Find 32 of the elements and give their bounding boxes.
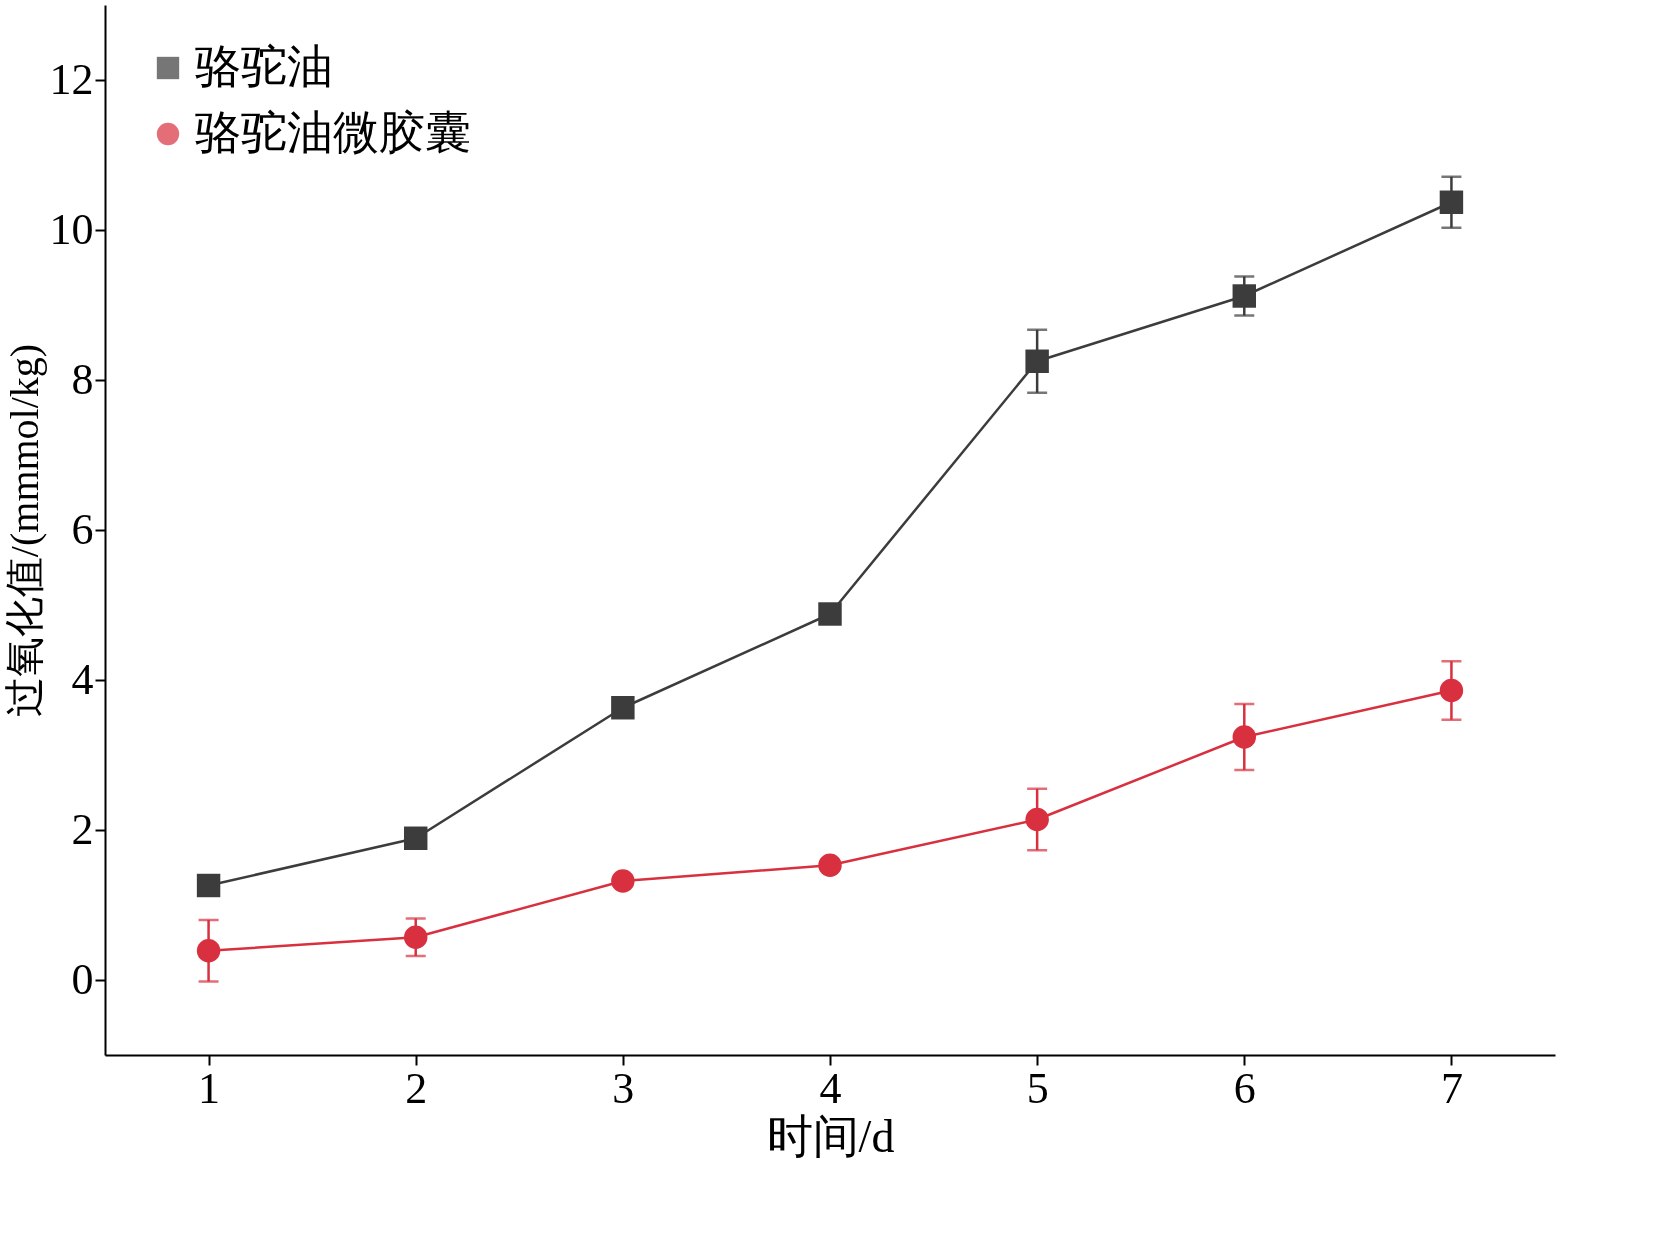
y-tick-label: 2 [71, 804, 94, 854]
point [1025, 807, 1049, 832]
y-axis-title: 过氧化值/(mmmol/kg) [1, 343, 47, 718]
point [1232, 284, 1257, 308]
x-tick-label: 7 [1440, 1063, 1463, 1113]
point [1439, 190, 1464, 214]
x-tick-label: 2 [405, 1063, 428, 1113]
point [818, 853, 842, 877]
y-tick-label: 0 [71, 954, 94, 1004]
point [403, 826, 428, 850]
y-tick-label: 4 [71, 654, 94, 704]
x-tick-label: 1 [198, 1063, 221, 1113]
point [611, 696, 635, 720]
y-tick-label: 12 [49, 54, 94, 104]
x-tick-label: 4 [819, 1063, 842, 1113]
x-tick-label: 6 [1233, 1063, 1256, 1113]
y-tick-label: 8 [71, 354, 94, 404]
point [611, 869, 635, 893]
point [1439, 678, 1464, 703]
point [196, 939, 221, 963]
y-tick-label: 6 [71, 504, 94, 554]
point [1232, 725, 1257, 749]
point [196, 873, 221, 898]
y-tick-label: 10 [49, 204, 94, 254]
point [403, 925, 428, 949]
x-tick-label: 5 [1026, 1063, 1049, 1113]
point [818, 602, 842, 626]
legend-label: 骆驼油微胶囊 [195, 107, 471, 158]
x-axis-title: 时间/d [766, 1110, 895, 1162]
x-tick-label: 3 [612, 1063, 635, 1113]
point [1025, 349, 1049, 373]
legend-label: 骆驼油 [195, 41, 333, 92]
